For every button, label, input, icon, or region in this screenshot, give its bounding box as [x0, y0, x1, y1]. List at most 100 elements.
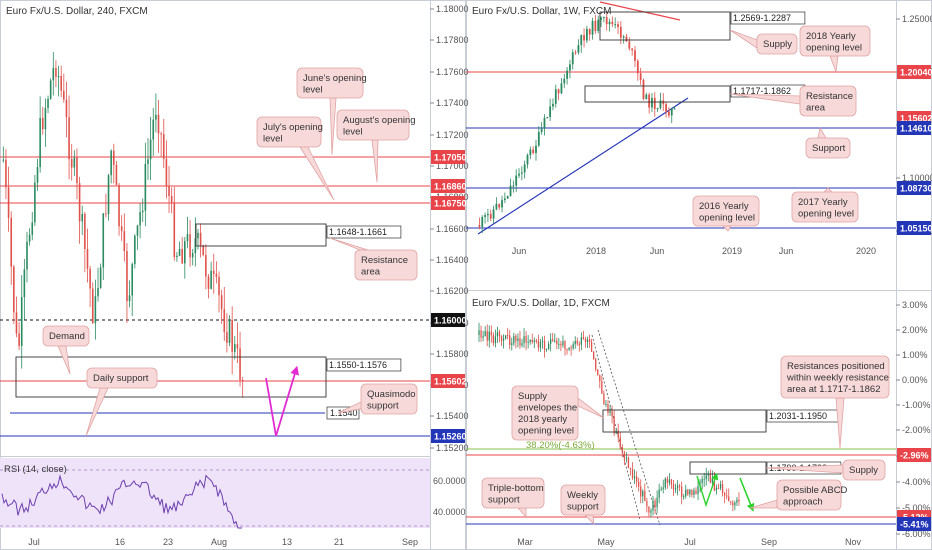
weekly-downtrend-line	[599, 1, 681, 21]
callout-quasimodo: Quasimodo support	[367, 389, 416, 412]
daily-price-axis: 3.00%2.00%1.00%0.00%-1.00%-2.00%-3.00%-4…	[896, 300, 931, 539]
daily-candle-body	[642, 490, 644, 497]
weekly-candle-body	[651, 97, 653, 108]
h4-candle-body	[191, 253, 194, 258]
h4-candle-body	[2, 159, 5, 161]
daily-candle-body	[683, 496, 685, 498]
h4-time-tick-label: 21	[334, 537, 344, 547]
h4-candle-body	[147, 159, 149, 164]
weekly-candle-body	[611, 21, 614, 25]
callout-daily-supply-box	[842, 459, 886, 481]
weekly-candle-body	[481, 216, 484, 227]
h4-price-tick-label: 1.17800	[436, 35, 469, 45]
daily-price-tick-label: -1.00%	[902, 400, 931, 410]
callout-weekly-support-daily-box	[560, 484, 606, 516]
green-abcd-arrow-1	[696, 472, 719, 508]
h4-candle-body	[165, 158, 168, 187]
weekly-candle-body	[509, 185, 512, 196]
h4-price-tick-label: 1.17600	[436, 67, 469, 77]
weekly-level-badge: 1.15602	[900, 114, 932, 124]
weekly-zones: 1.2569-1.2287 1.1717-1.1862	[584, 11, 806, 103]
weekly-candle-body	[537, 131, 540, 146]
h4-candle-body	[73, 157, 76, 168]
h4-time-tick-label: 16	[115, 537, 125, 547]
callout-daily-supply-envelopes-box	[511, 385, 579, 441]
h4-candle-body	[84, 213, 86, 250]
h4-candle-body	[157, 114, 160, 134]
weekly-zone-box	[599, 11, 731, 41]
daily-level-badge: -5.41%	[900, 520, 929, 530]
daily-candle-body	[631, 469, 634, 479]
weekly-candle-body	[554, 89, 557, 104]
daily-candle-body	[515, 336, 517, 342]
h4-candle-body	[15, 312, 18, 334]
callout-quasimodo-line: Quasimodo	[367, 389, 416, 400]
callout-daily-supply-envelopes-line: envelopes the	[518, 403, 577, 414]
h4-candle-body	[168, 186, 170, 197]
h4-candle-body	[134, 235, 136, 265]
callout-resistances-positioned-box	[780, 355, 890, 399]
weekly-candle-body	[557, 89, 560, 94]
daily-candle-body	[482, 336, 484, 338]
h4-candle-body	[202, 245, 205, 255]
h4-candle-body	[105, 213, 107, 215]
callout-augusts-opening-box	[336, 109, 410, 141]
daily-candle-body	[558, 343, 560, 345]
callout-resistances-positioned-line: area at 1.1717-1.1862	[787, 384, 881, 395]
callout-daily-supply: Supply	[849, 465, 878, 476]
daily-candle-body	[681, 486, 683, 497]
daily-candle-body	[574, 340, 576, 345]
callout-weekly-support-daily-line: Weekly	[567, 490, 598, 501]
daily-candle-body	[535, 340, 537, 342]
daily-candle-body	[480, 330, 482, 338]
callout-daily-supply-envelopes-line: 2018 yearly	[518, 414, 567, 425]
daily-candle-body	[599, 374, 601, 382]
h4-candle-body	[97, 287, 99, 297]
daily-candle-body	[736, 499, 738, 503]
h4-candle-body	[39, 118, 41, 168]
weekly-candle-body	[560, 83, 563, 94]
weekly-candle-body	[577, 45, 580, 53]
daily-candle-body	[723, 493, 726, 496]
weekly-price-axis: 1.250001.200001.150001.100001.050001.200…	[896, 14, 932, 236]
daily-candle-body	[711, 477, 714, 483]
callout-weekly-support-line: Support	[812, 143, 846, 154]
callout-weekly-support-box	[805, 137, 851, 159]
h4-candle-body	[63, 90, 65, 100]
weekly-price-tick-label: 1.25000	[902, 14, 932, 24]
weekly-level-badge: 1.20040	[900, 68, 932, 78]
h4-price-tick-label: 1.16200	[436, 286, 469, 296]
h4-level-badge: 1.16000	[434, 316, 467, 326]
h4-level-badge-bg	[431, 150, 465, 164]
daily-candle-body	[529, 340, 531, 342]
callout-triple-bottom: Triple-bottom support	[488, 483, 544, 506]
h4-candle-body	[144, 163, 147, 211]
callout-weekly-resistance-line: Resistance	[806, 91, 853, 102]
daily-candle-body	[572, 344, 574, 349]
weekly-candle-body	[495, 203, 498, 210]
daily-candle-body	[738, 499, 740, 502]
h4-candle-body	[36, 167, 39, 183]
daily-candle-body	[521, 343, 523, 346]
weekly-candle-body	[583, 35, 585, 41]
weekly-candle-body	[546, 117, 549, 119]
callout-resistance-area-line: Resistance	[361, 255, 408, 266]
rsi-tick-40: 40.0000	[433, 507, 466, 517]
daily-candle-body	[560, 343, 562, 346]
daily-candle-body	[658, 489, 660, 498]
weekly-level-badge-bg	[897, 221, 931, 235]
weekly-candle-body	[574, 52, 577, 54]
callout-resistances-positioned: Resistances positioned within weekly resi…	[786, 361, 889, 395]
weekly-candle-body	[656, 108, 659, 110]
h4-candle-body	[34, 182, 36, 223]
h4-level-badge: 1.15260	[434, 432, 467, 442]
h4-candle-body	[68, 117, 70, 160]
callout-abcd-box	[776, 479, 842, 511]
h4-candle-body	[223, 309, 226, 333]
h4-candle-body	[60, 76, 62, 91]
daily-candle-body	[721, 484, 724, 494]
h4-panel: 1.1648-1.1661 1.1550-1.1576 1.1540 June's …	[0, 4, 469, 547]
weekly-candle-body	[617, 24, 619, 27]
daily-title: Euro Fx/U.S. Dollar, 1D, FXCM	[472, 298, 610, 309]
daily-candle-body	[726, 495, 728, 497]
